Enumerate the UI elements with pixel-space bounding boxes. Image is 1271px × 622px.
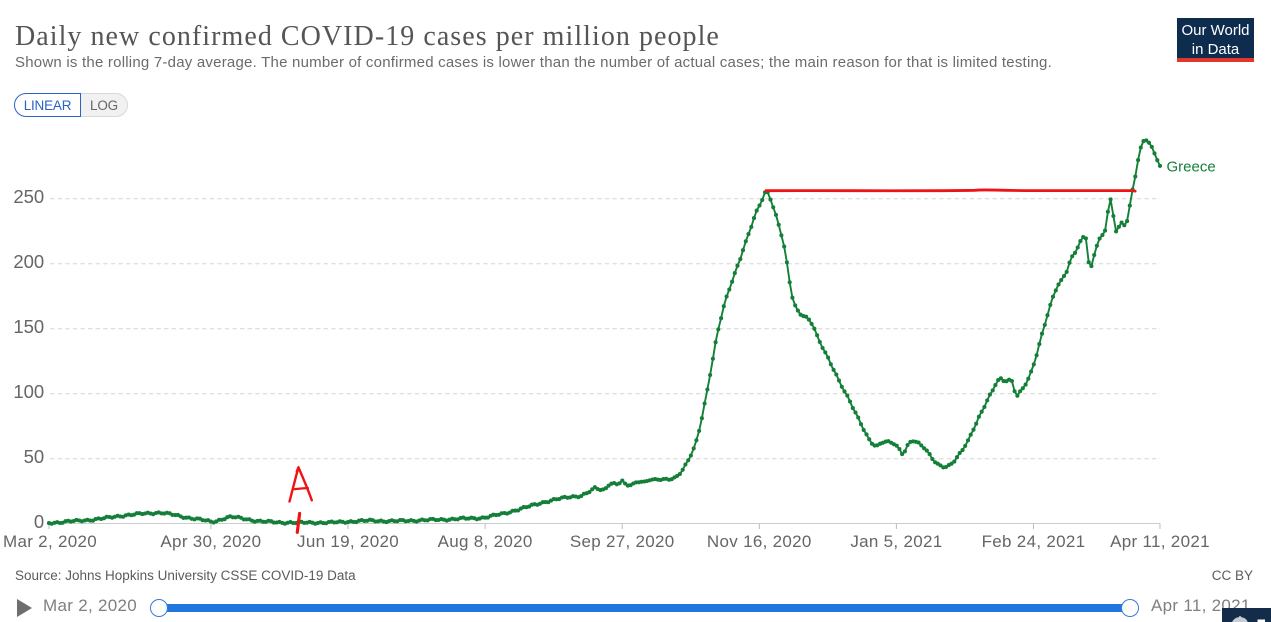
svg-text:Aug 8, 2020: Aug 8, 2020: [438, 532, 533, 551]
svg-text:Mar 2, 2020: Mar 2, 2020: [3, 532, 97, 551]
svg-text:Jan 5, 2021: Jan 5, 2021: [850, 532, 942, 551]
svg-text:Jun 19, 2020: Jun 19, 2020: [297, 532, 399, 551]
svg-text:Apr 30, 2020: Apr 30, 2020: [160, 532, 261, 551]
svg-text:50: 50: [24, 446, 45, 467]
svg-text:200: 200: [13, 251, 44, 272]
svg-text:Greece: Greece: [1167, 159, 1216, 176]
svg-text:Apr 11, 2021: Apr 11, 2021: [1110, 532, 1210, 551]
svg-text:Nov 16, 2020: Nov 16, 2020: [707, 532, 812, 551]
svg-text:150: 150: [13, 316, 44, 337]
svg-text:Sep 27, 2020: Sep 27, 2020: [570, 532, 675, 551]
svg-text:100: 100: [13, 381, 44, 402]
svg-text:0: 0: [34, 511, 44, 532]
svg-text:Feb 24, 2021: Feb 24, 2021: [982, 532, 1086, 551]
svg-text:250: 250: [13, 186, 44, 207]
